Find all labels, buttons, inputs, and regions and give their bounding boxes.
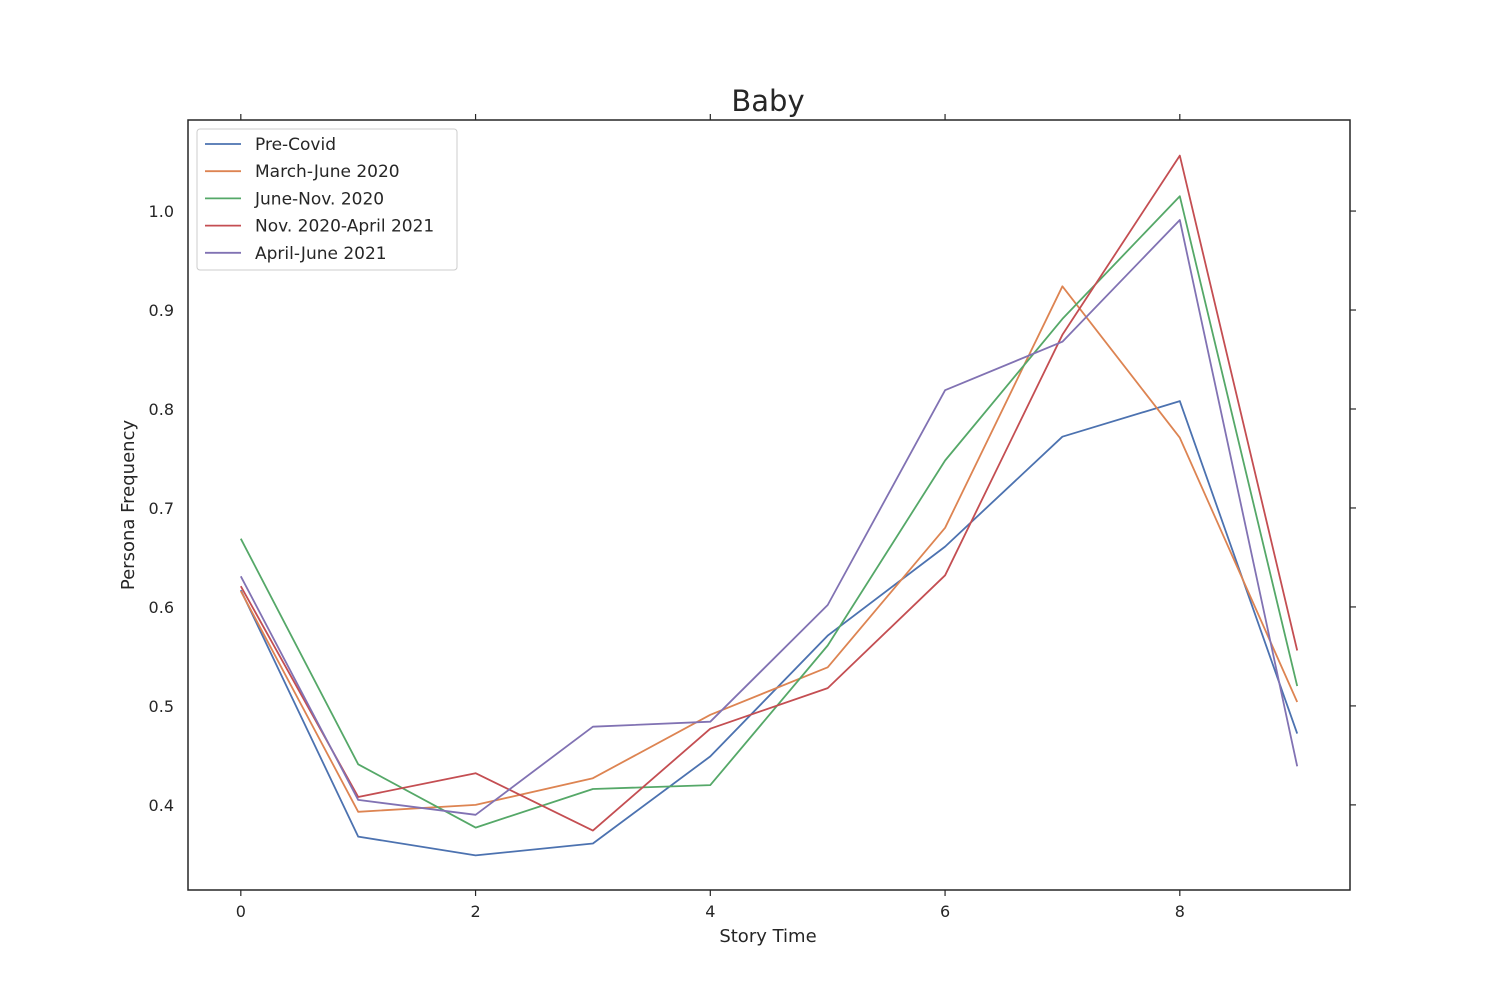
- y-axis-label: Persona Frequency: [118, 420, 139, 591]
- legend-label: Pre-Covid: [255, 135, 336, 155]
- y-tick-label: 0.8: [149, 400, 174, 419]
- series-line-1: [240, 285, 1299, 813]
- x-tick-label: 6: [940, 902, 950, 921]
- y-tick-label: 0.5: [149, 697, 174, 716]
- y-tick-label: 0.7: [149, 499, 174, 518]
- x-axis-label: Story Time: [719, 926, 816, 947]
- y-tick-label: 0.4: [149, 796, 174, 815]
- plot-frame: [187, 119, 1351, 891]
- legend-label: April-June 2021: [255, 244, 387, 264]
- legend: Pre-Covid March-June 2020 June-Nov. 2020 No…: [196, 128, 458, 271]
- chart-title: Baby: [731, 84, 804, 118]
- legend-label: Nov. 2020-April 2021: [255, 217, 434, 237]
- legend-box: [196, 128, 458, 271]
- legend-label: March-June 2020: [255, 162, 400, 182]
- series-line-3: [240, 154, 1299, 832]
- y-tick-label: 1.0: [149, 202, 174, 221]
- x-tick-label: 2: [470, 902, 480, 921]
- y-tick-label: 0.9: [149, 301, 174, 320]
- series-line-2: [240, 195, 1299, 829]
- legend-label: June-Nov. 2020: [254, 189, 384, 209]
- x-tick-label: 0: [236, 902, 246, 921]
- y-tick-label: 0.6: [149, 598, 174, 617]
- x-tick-label: 4: [705, 902, 715, 921]
- tick-layer: 0 2 4 6 8 0.4 0.5 0.6 0.7 0.8 0.9 1.0: [149, 114, 1356, 921]
- series-line-0: [239, 400, 1299, 857]
- x-tick-label: 8: [1175, 902, 1185, 921]
- series-line-4: [240, 219, 1299, 816]
- series-layer: [239, 154, 1299, 857]
